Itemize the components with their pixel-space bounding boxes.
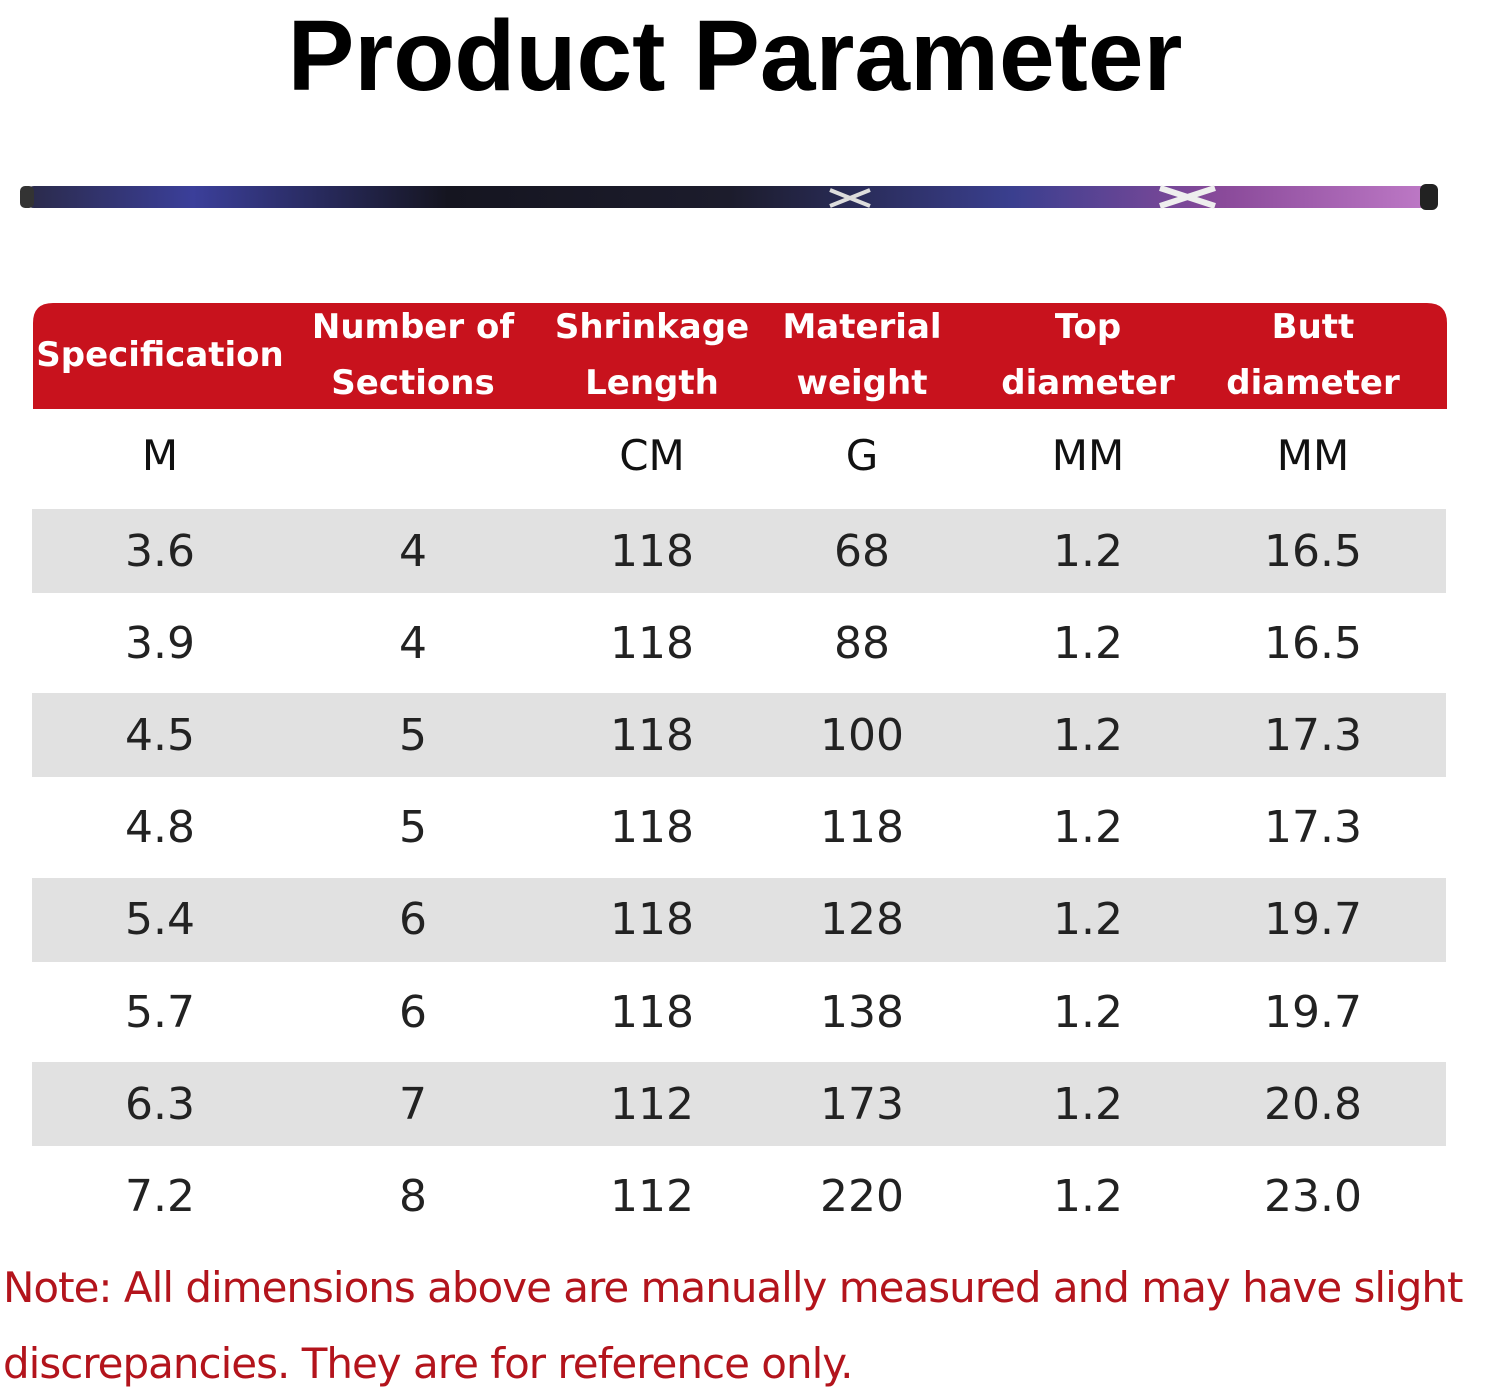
row-shade bbox=[32, 693, 1446, 778]
table-cell: 6.3 bbox=[125, 1078, 195, 1130]
header-cell: Top diameter bbox=[1001, 307, 1175, 403]
header-cell: Material weight bbox=[782, 307, 942, 403]
table-cell: 118 bbox=[610, 802, 694, 854]
table-cell: 138 bbox=[820, 986, 904, 1038]
table-cell: 20.8 bbox=[1264, 1078, 1362, 1130]
table-cell: 4.5 bbox=[125, 709, 195, 761]
table-cell: 5.4 bbox=[125, 894, 195, 946]
unit-cell: G bbox=[845, 431, 879, 480]
rod-image bbox=[20, 184, 1438, 210]
unit-cell: MM bbox=[1051, 431, 1125, 480]
table-cell: 1.2 bbox=[1053, 894, 1123, 946]
unit-cell: M bbox=[141, 431, 179, 480]
title: Product Parameter bbox=[287, 0, 1183, 112]
table-cell: 1.2 bbox=[1053, 986, 1123, 1038]
table-cell: 23.0 bbox=[1264, 1170, 1362, 1222]
table-cell: 4.8 bbox=[125, 802, 195, 854]
table-cell: 100 bbox=[820, 709, 904, 761]
table-cell: 118 bbox=[610, 894, 694, 946]
table-cell: 7 bbox=[399, 1078, 427, 1130]
header-cell: Specification bbox=[36, 335, 284, 375]
table-cell: 220 bbox=[820, 1170, 904, 1222]
table-cell: 1.2 bbox=[1053, 617, 1123, 669]
row-shade bbox=[32, 1062, 1446, 1147]
table-cell: 1.2 bbox=[1053, 802, 1123, 854]
header-cell: Number of Sections bbox=[311, 307, 515, 403]
table-cell: 3.9 bbox=[125, 617, 195, 669]
table-cell: 173 bbox=[820, 1078, 904, 1130]
table-cell: 19.7 bbox=[1264, 986, 1362, 1038]
table-cell: 8 bbox=[399, 1170, 427, 1222]
table-cell: 112 bbox=[610, 1170, 694, 1222]
table-cell: 5 bbox=[399, 802, 427, 854]
table-cell: 118 bbox=[610, 617, 694, 669]
table-cell: 5 bbox=[399, 709, 427, 761]
table-cell: 16.5 bbox=[1264, 525, 1362, 577]
table-cell: 19.7 bbox=[1264, 894, 1362, 946]
table-cell: 1.2 bbox=[1053, 525, 1123, 577]
header-band bbox=[33, 303, 1447, 409]
header-cell: Shrinkage Length bbox=[554, 307, 750, 403]
table-cell: 6 bbox=[399, 894, 427, 946]
table-cell: 4 bbox=[399, 617, 427, 669]
note: Note: All dimensions above are manually … bbox=[3, 1263, 1464, 1388]
table-cell: 68 bbox=[834, 525, 890, 577]
header-cell: Butt diameter bbox=[1226, 307, 1400, 403]
table-cell: 16.5 bbox=[1264, 617, 1362, 669]
table-cell: 118 bbox=[610, 525, 694, 577]
unit-cell: MM bbox=[1276, 431, 1350, 480]
table-cell: 1.2 bbox=[1053, 1078, 1123, 1130]
unit-cell: CM bbox=[619, 431, 685, 480]
table-cell: 17.3 bbox=[1264, 802, 1362, 854]
table-cell: 5.7 bbox=[125, 986, 195, 1038]
table-cell: 1.2 bbox=[1053, 1170, 1123, 1222]
row-shade bbox=[32, 877, 1446, 962]
table-cell: 7.2 bbox=[125, 1170, 195, 1222]
table-cell: 17.3 bbox=[1264, 709, 1362, 761]
table-cell: 88 bbox=[834, 617, 890, 669]
table-cell: 118 bbox=[610, 986, 694, 1038]
table-cell: 3.6 bbox=[125, 525, 195, 577]
table-cell: 6 bbox=[399, 986, 427, 1038]
table-cell: 112 bbox=[610, 1078, 694, 1130]
table-cell: 4 bbox=[399, 525, 427, 577]
table-cell: 118 bbox=[610, 709, 694, 761]
table-cell: 128 bbox=[820, 894, 904, 946]
row-shade bbox=[32, 509, 1446, 593]
table-cell: 118 bbox=[820, 802, 904, 854]
table-cell: 1.2 bbox=[1053, 709, 1123, 761]
